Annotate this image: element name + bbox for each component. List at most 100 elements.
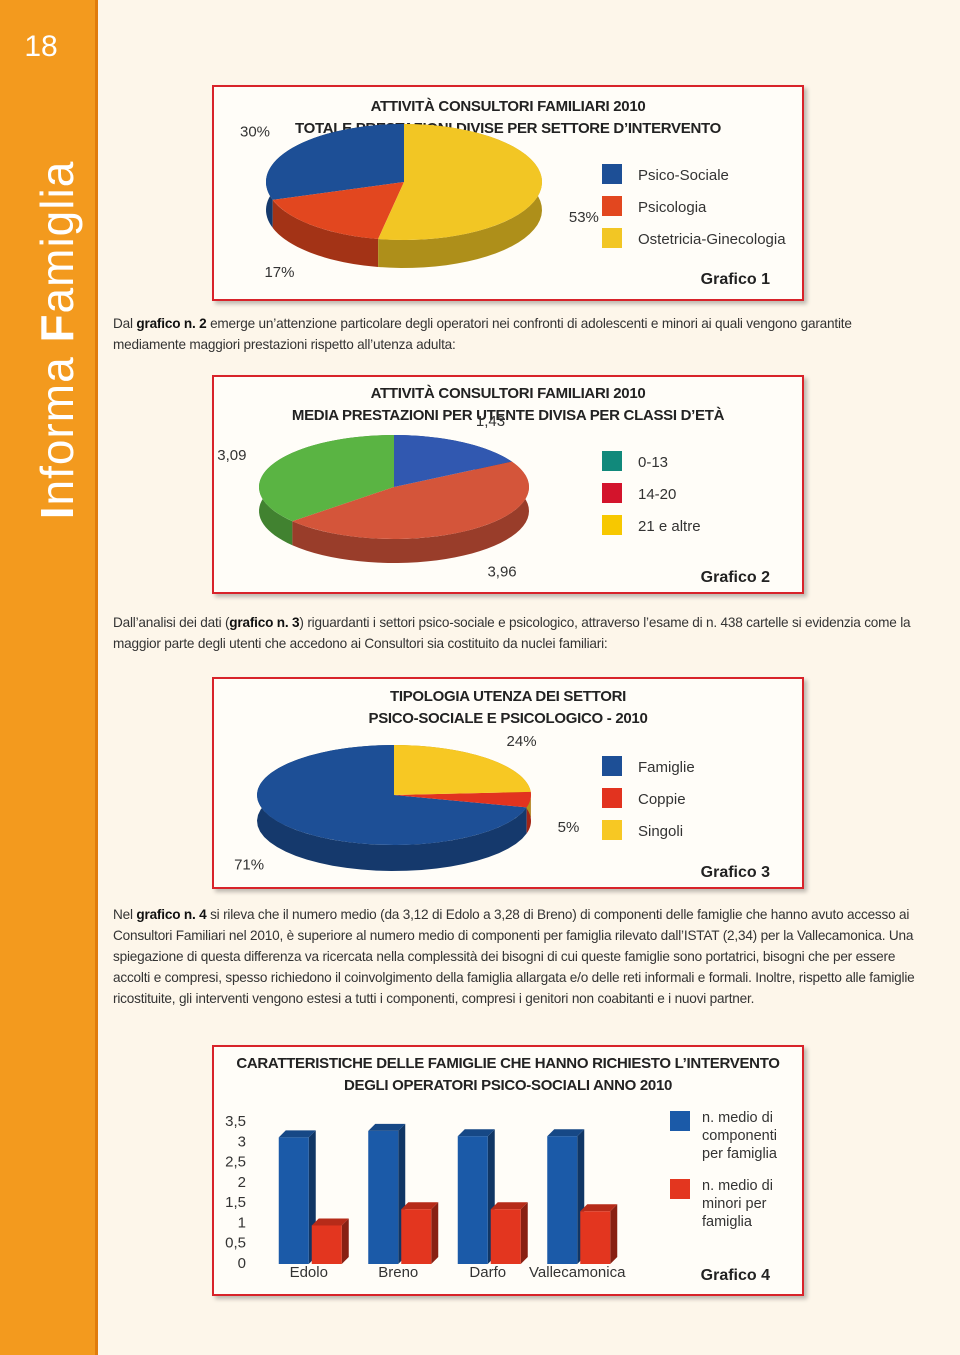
bar-top [457, 1129, 495, 1137]
page-number: 18 [24, 30, 58, 63]
bar-top [580, 1204, 618, 1212]
slice [259, 435, 394, 522]
data-label: 5% [558, 819, 580, 836]
title-run: amiglia [31, 160, 83, 314]
chart-title: MEDIA PRESTAZIONI PER UTENTE DIVISA PER … [292, 407, 725, 424]
legend-swatch [670, 1179, 690, 1199]
slice [272, 182, 404, 239]
slice-side [272, 199, 379, 267]
bar-side [610, 1204, 618, 1264]
text-run: emerge un’attenzione particolare degli o… [113, 316, 852, 352]
chart: ATTIVITÀ CONSULTORI FAMILIARI 2010TOTALE… [240, 98, 786, 288]
bar-top [278, 1130, 316, 1138]
chart-caption: Grafico 3 [701, 864, 770, 881]
x-tick-label: Darfo [469, 1264, 506, 1281]
data-label: 1,43 [476, 413, 505, 430]
y-tick-label: 1,5 [225, 1194, 246, 1211]
legend-swatch [602, 515, 622, 535]
chart-caption: Grafico 4 [701, 1267, 770, 1284]
legend-swatch [602, 756, 622, 776]
y-tick-label: 2 [238, 1174, 246, 1191]
legend-swatch [602, 451, 622, 471]
x-tick-label: Vallecamonica [529, 1264, 626, 1281]
data-label: 30% [240, 124, 270, 141]
legend-swatch [602, 164, 622, 184]
legend-label: Singoli [638, 823, 683, 840]
paragraph: Nel grafico n. 4 si rileva che il numero… [113, 904, 918, 1009]
slice [292, 461, 530, 539]
chart: CARATTERISTICHE DELLE FAMIGLIE CHE HANNO… [225, 1055, 780, 1284]
text-run: ) riguardanti i settori psico-sociale e … [113, 615, 911, 651]
legend-label: Coppie [638, 791, 686, 808]
bar-side [341, 1218, 349, 1264]
bar [457, 1136, 488, 1264]
legend-label: Ostetricia-Ginecologia [638, 231, 786, 248]
chart-box: TIPOLOGIA UTENZA DEI SETTORI PSICO-SOCIAL… [212, 677, 804, 889]
y-tick-label: 2,5 [225, 1154, 246, 1171]
sidebar: 18 Informa Famiglia [0, 0, 98, 1355]
chart-title: PSICO-SOCIALE E PSICOLOGICO - 2010 [368, 710, 647, 727]
y-tick-label: 3,5 [225, 1113, 246, 1130]
bar [368, 1130, 399, 1264]
slice-side [292, 461, 529, 563]
text-run: Nel [113, 907, 137, 922]
chart-box: ATTIVITÀ CONSULTORI FAMILIARI 2010 TOTALE… [212, 85, 804, 301]
chart-box: ATTIVITÀ CONSULTORI FAMILIARI 2010 MEDIA … [212, 375, 804, 594]
chart-title: DEGLI OPERATORI PSICO-SOCIALI ANNO 2010 [344, 1077, 672, 1094]
bar [311, 1225, 342, 1264]
data-label: 71% [234, 856, 264, 873]
data-label: 3,96 [487, 564, 516, 581]
text-run: grafico n. 3 [229, 615, 300, 630]
y-tick-label: 1 [238, 1214, 246, 1231]
y-tick-label: 0,5 [225, 1235, 246, 1252]
text-run: si rileva che il numero medio (da 3,12 d… [113, 907, 915, 1006]
legend-label: Psico-Sociale [638, 167, 729, 184]
section-title: Informa Famiglia [30, 161, 84, 520]
bar [547, 1136, 578, 1264]
bar-side [520, 1202, 528, 1264]
chart-title: ATTIVITÀ CONSULTORI FAMILIARI 2010 [371, 98, 646, 115]
slice [378, 124, 542, 240]
paragraph: Dal grafico n. 2 emerge un’attenzione pa… [113, 313, 918, 355]
legend-swatch [670, 1111, 690, 1131]
chart: ATTIVITÀ CONSULTORI FAMILIARI 2010 MEDIA … [217, 385, 770, 586]
legend-swatch [602, 483, 622, 503]
data-label: 3,09 [217, 447, 246, 464]
data-label: 17% [264, 264, 294, 281]
x-tick-label: Edolo [290, 1264, 328, 1281]
bar-top [401, 1202, 439, 1210]
bar-top [547, 1129, 585, 1137]
bar-top [368, 1123, 406, 1131]
slice [257, 745, 527, 845]
y-tick-label: 3 [238, 1133, 246, 1150]
bar [490, 1209, 521, 1264]
legend-label: Famiglie [638, 759, 695, 776]
text-run: grafico n. 2 [136, 316, 207, 331]
text-run: Dal [113, 316, 137, 331]
bar [580, 1211, 611, 1264]
data-label: 24% [507, 733, 537, 750]
legend-label: Psicologia [638, 199, 707, 216]
legend-swatch [602, 228, 622, 248]
chart-caption: Grafico 1 [701, 271, 770, 288]
text-run: Dall’analisi dei dati ( [113, 615, 230, 630]
data-label: 53% [569, 209, 599, 226]
title-run: I [31, 505, 83, 520]
y-tick-label: 0 [238, 1255, 246, 1272]
chart: TIPOLOGIA UTENZA DEI SETTORI PSICO-SOCIAL… [234, 688, 770, 881]
legend-label: 21 e altre [638, 518, 701, 535]
x-tick-label: Breno [378, 1264, 418, 1281]
legend-swatch [602, 196, 622, 216]
legend-label: n. medio di minori per famiglia [702, 1178, 773, 1230]
legend-label: 14-20 [638, 486, 676, 503]
chart-title: ATTIVITÀ CONSULTORI FAMILIARI 2010 [371, 385, 646, 402]
slice [265, 124, 404, 200]
chart-title: TIPOLOGIA UTENZA DEI SETTORI [390, 688, 626, 705]
bar [278, 1137, 309, 1264]
legend-label: 0-13 [638, 454, 668, 471]
text-run: grafico n. 4 [136, 907, 207, 922]
bar-side [431, 1202, 439, 1264]
slice [394, 791, 531, 808]
title-run: F [31, 313, 83, 343]
